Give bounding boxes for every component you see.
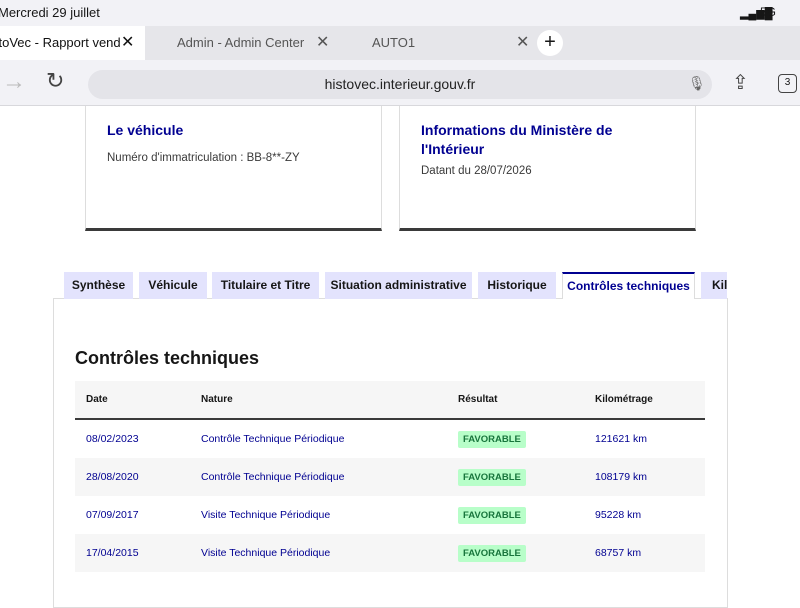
browser-tab[interactable]: Admin - Admin Center ✕ <box>145 26 340 60</box>
url-text: histovec.interieur.gouv.fr <box>324 76 476 92</box>
nav-tab[interactable]: Situation administrative <box>325 272 472 299</box>
url-field[interactable]: histovec.interieur.gouv.fr 🎙 <box>88 70 712 99</box>
info-card: Informations du Ministère de l'Intérieur… <box>399 106 696 231</box>
card-title: Informations du Ministère de l'Intérieur <box>421 122 613 157</box>
section-title: Contrôles techniques <box>75 348 260 368</box>
table-cell: Contrôle Technique Périodique <box>201 471 345 483</box>
table-header <box>75 381 705 420</box>
column-header: Résultat <box>458 394 498 405</box>
signal: ▂▄▆█ <box>740 8 773 20</box>
column-header: Date <box>86 394 108 405</box>
column-header: Kilométrage <box>595 394 653 405</box>
forward-button[interactable]: → <box>2 68 26 95</box>
result-badge: FAVORABLE <box>458 469 526 486</box>
tab-title: Admin - Admin Center <box>177 35 305 50</box>
table-cell: Contrôle Technique Périodique <box>201 433 345 445</box>
table-cell: 95228 km <box>595 509 642 521</box>
card-title: Le véhicule <box>107 122 184 138</box>
table-cell: 28/08/2020 <box>86 471 139 483</box>
table-cell: 17/04/2015 <box>86 547 139 559</box>
table-row <box>75 458 705 496</box>
tab-count[interactable]: 3 <box>778 74 797 93</box>
tab-title: stoVec - Rapport vend <box>0 35 121 50</box>
address-row: → ↻ histovec.interieur.gouv.fr 🎙 ⇪ 3 <box>0 60 800 106</box>
table-cell: Visite Technique Périodique <box>201 509 331 521</box>
table-row <box>75 496 705 534</box>
table-row <box>75 534 705 572</box>
result-badge: FAVORABLE <box>458 507 526 524</box>
column-header: Nature <box>201 394 233 405</box>
table-cell: 07/09/2017 <box>86 509 139 521</box>
info-card: Le véhicule Numéro d'immatriculation : BB… <box>85 106 382 231</box>
tab-title: AUTO1 <box>372 35 416 50</box>
reload-button[interactable]: ↻ <box>46 68 65 93</box>
nav-tab[interactable]: Synthèse <box>64 272 133 299</box>
nav-tab[interactable]: Historique <box>478 272 556 299</box>
nav-tab[interactable]: Véhicule <box>139 272 207 299</box>
mic-icon[interactable]: 🎙 <box>688 75 706 91</box>
status-bar: Mercredi 29 juillet ▂▄▆█ 5G <box>0 0 800 26</box>
tab-close[interactable]: ✕ <box>316 34 330 51</box>
card-text: Datant du 28/07/2026 <box>421 165 532 177</box>
new-tab-button[interactable]: + <box>537 30 563 56</box>
result-badge: FAVORABLE <box>458 545 526 562</box>
nav-tab[interactable]: Titulaire et Titre <box>212 272 319 299</box>
nav-tab[interactable]: Contrôles techniques <box>562 272 695 299</box>
network: 5G <box>760 5 777 19</box>
table-cell: 121621 km <box>595 433 647 445</box>
table-cell: Visite Technique Périodique <box>201 547 331 559</box>
table-row <box>75 420 705 458</box>
nav-tab[interactable]: Kil <box>701 272 727 299</box>
share-button[interactable]: ⇪ <box>732 72 749 94</box>
browser-tab[interactable]: stoVec - Rapport vend ✕ <box>0 26 145 60</box>
browser-tab[interactable]: AUTO1 ✕ <box>340 26 540 60</box>
tab-close[interactable]: ✕ <box>516 34 530 51</box>
table-cell: 68757 km <box>595 547 642 559</box>
table-cell: 08/02/2023 <box>86 433 139 445</box>
table-cell: 108179 km <box>595 471 647 483</box>
tab-close[interactable]: ✕ <box>121 34 135 51</box>
status-date: Mercredi 29 juillet <box>0 5 100 20</box>
card-text: Numéro d'immatriculation : BB-8**-ZY <box>107 152 300 164</box>
result-badge: FAVORABLE <box>458 431 526 448</box>
